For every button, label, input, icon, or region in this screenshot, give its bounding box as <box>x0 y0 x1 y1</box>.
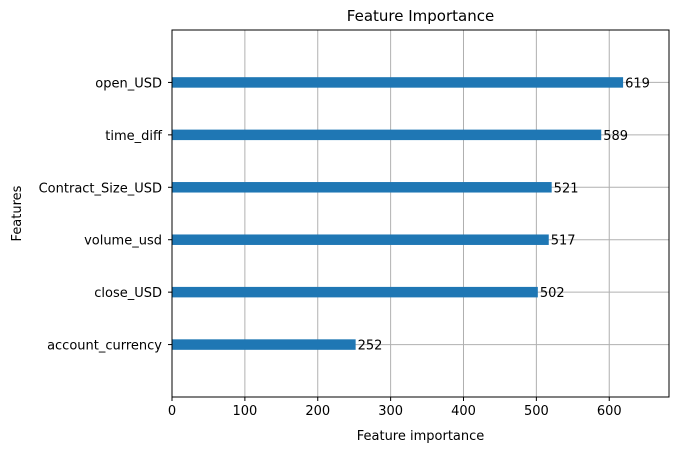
value-label-open_USD: 619 <box>625 76 650 91</box>
value-label-account_currency: 252 <box>358 339 383 354</box>
y-tick-label: account_currency <box>47 339 162 354</box>
value-label-Contract_Size_USD: 521 <box>554 181 579 196</box>
value-label-time_diff: 589 <box>603 129 628 144</box>
x-tick-label: 200 <box>305 404 330 419</box>
chart-title: Feature Importance <box>347 7 494 25</box>
x-tick-label: 300 <box>378 404 403 419</box>
x-axis-ticks: 0 100 200 300 400 500 600 <box>168 397 622 419</box>
bar-account_currency <box>172 339 356 350</box>
value-label-close_USD: 502 <box>540 286 565 301</box>
bar-time_diff <box>172 129 602 141</box>
y-axis-ticks: account_currency close_USD volume_usd Contr… <box>39 76 172 354</box>
bar-open_USD <box>172 77 624 88</box>
x-tick-label: 500 <box>524 404 549 419</box>
y-tick-label: time_diff <box>105 129 163 144</box>
x-tick-label: 400 <box>451 404 476 419</box>
y-axis-label: Features <box>10 185 25 241</box>
bar-Contract_Size_USD <box>172 182 552 193</box>
y-tick-label: close_USD <box>94 286 162 301</box>
value-labels-layer: 252 502 517 521 589 619 <box>358 76 650 353</box>
x-axis-label: Feature importance <box>357 429 485 444</box>
y-tick-label: open_USD <box>95 76 162 91</box>
y-tick-label: volume_usd <box>84 234 162 249</box>
x-tick-label: 100 <box>232 404 257 419</box>
x-tick-label: 0 <box>168 404 176 419</box>
value-label-volume_usd: 517 <box>551 234 576 249</box>
bar-close_USD <box>172 286 538 298</box>
bars-layer <box>172 77 624 350</box>
bar-volume_usd <box>172 234 549 245</box>
y-tick-label: Contract_Size_USD <box>39 181 162 196</box>
x-tick-label: 600 <box>597 404 622 419</box>
plot-frame <box>171 29 670 398</box>
